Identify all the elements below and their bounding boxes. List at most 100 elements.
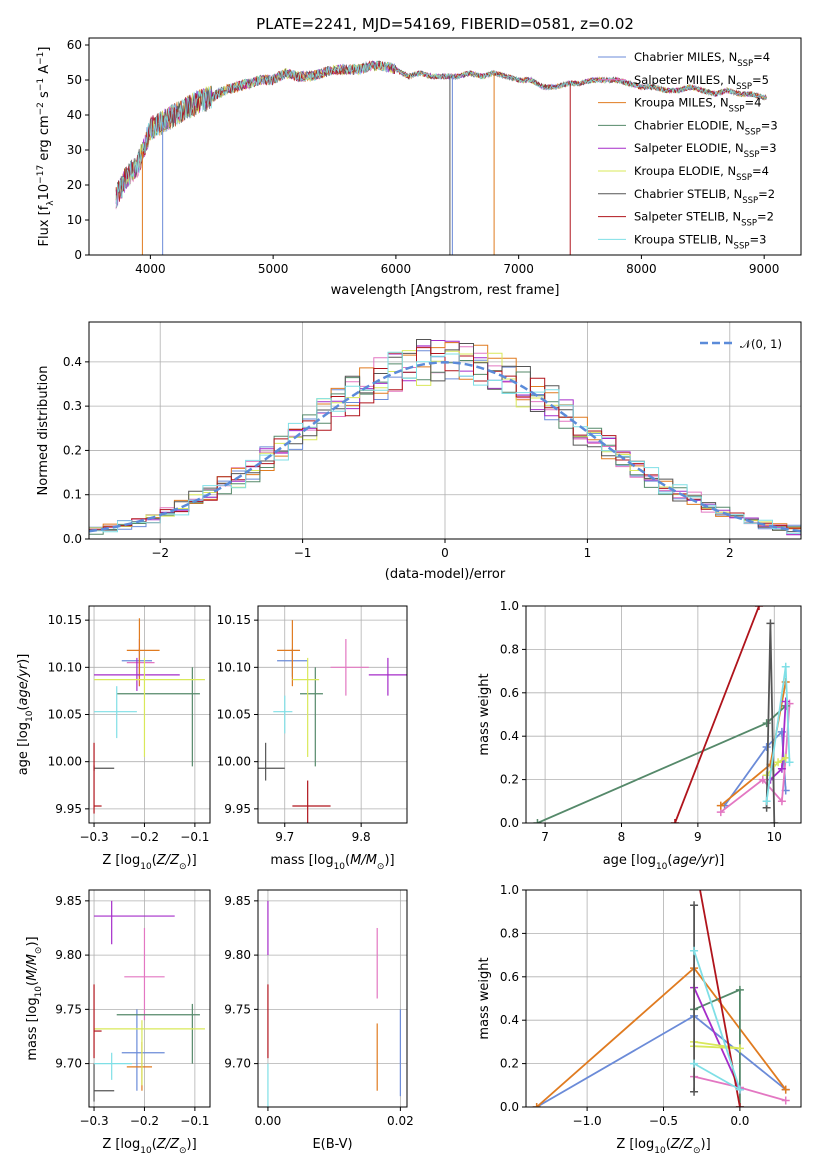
x-tick-label: −0.3 [79, 1114, 108, 1128]
y-tick-label: 10.15 [217, 613, 251, 627]
legend-label-sub: SSP [741, 219, 757, 229]
errorbar-point [94, 1020, 205, 1086]
label-part: Z/Z [670, 1137, 694, 1152]
x-tick-label: −1 [294, 546, 312, 560]
mass-weight-marker [762, 719, 771, 728]
mass-weight-line [765, 666, 791, 802]
x-tick-label: −0.3 [79, 830, 108, 844]
label-part: λ [46, 200, 56, 206]
age-vs-z-plot-area [93, 618, 205, 814]
spectrum-series-line [115, 60, 767, 208]
mass-weight-marker [533, 819, 542, 823]
label-part: ⊙ [377, 862, 385, 872]
legend-label-part: =4 [744, 96, 761, 110]
label-part: ( [152, 1137, 157, 1152]
mass-weight-marker [774, 758, 783, 767]
y-tick-label: 1.0 [500, 883, 519, 897]
residuals-plot-area [89, 339, 801, 536]
y-tick-label: 40 [67, 108, 82, 122]
chart-layer: 4000 5000 6000 7000 8000 90000102030405060wav… [16, 37, 802, 1156]
mass-weight-marker [781, 697, 790, 706]
label-part: )] [16, 654, 31, 664]
y-tick-label: 0.2 [500, 773, 519, 787]
label-part: ( [667, 853, 672, 868]
legend-label-part: =3 [749, 232, 766, 246]
mass-weight-vs-z-frame [525, 889, 802, 1108]
mass-weight-vs-age-plot-area [533, 606, 794, 823]
mass-weight-line [693, 987, 741, 1090]
legend-label-part: Salpeter ELODIE, N [634, 141, 744, 155]
errorbar-point [292, 780, 331, 823]
mass-weight-marker [690, 946, 699, 955]
y-tick-label: 0.2 [500, 1057, 519, 1071]
mass-weight-marker [754, 606, 763, 610]
mass-weight-line [693, 1041, 741, 1050]
legend-label: Kroupa ELODIE, NSSP=4 [634, 164, 769, 183]
errorbar-point [93, 1063, 115, 1102]
label-part: mass [log [25, 997, 40, 1060]
legend-label-part: =3 [761, 118, 778, 132]
legend-label-part: =3 [760, 141, 777, 155]
label-part: Z [log [102, 853, 140, 868]
y-tick-label: 50 [67, 73, 82, 87]
mass-vs-z-plot-area [93, 900, 205, 1102]
legend-label-part: =5 [752, 73, 769, 87]
mass-weight-marker [690, 1059, 699, 1068]
errorbar-point [330, 639, 369, 696]
y-tick-label: 0.8 [500, 642, 519, 656]
label-part: ( [152, 853, 157, 868]
mass-vs-z-frame [88, 889, 211, 1108]
y-tick-label: 10.05 [217, 708, 251, 722]
label-part: age/yr [16, 662, 31, 705]
label-part: ⊙ [34, 947, 44, 955]
legend-label-sub: SSP [729, 105, 745, 115]
mass-weight-marker [762, 743, 771, 752]
legend-label-part: Salpeter STELIB, N [634, 210, 741, 224]
legend-label-part: =2 [757, 210, 774, 224]
legend-label-part: Kroupa STELIB, N [634, 232, 734, 246]
y-tick-label: 9.75 [224, 1002, 251, 1016]
mass-weight-marker [716, 801, 725, 810]
mass-weight-marker [758, 775, 767, 784]
legend-label: Salpeter ELODIE, NSSP=3 [634, 141, 777, 160]
x-tick-label: −0.1 [180, 830, 209, 844]
mass-vs-ebv-frame [257, 889, 408, 1108]
errorbar-point [93, 765, 115, 772]
label-part: age [log [16, 722, 31, 775]
x-tick-label: −1.0 [573, 1114, 602, 1128]
label-part: ⊙ [179, 1146, 187, 1156]
mass-weight-marker [781, 1096, 790, 1105]
label-part: )] [187, 1137, 197, 1152]
legend-label-sub: SSP [736, 173, 752, 183]
label-part: )] [25, 936, 40, 946]
x-tick-label: 2 [726, 546, 734, 560]
legend-label-part: Chabrier STELIB, N [634, 187, 742, 201]
label-part: )] [187, 853, 197, 868]
label-part: 10 [140, 862, 152, 872]
legend-label-part: =2 [758, 187, 775, 201]
label-part: 10 [654, 1146, 666, 1156]
y-tick-label: 20 [67, 178, 82, 192]
x-tick-label: 9000 [749, 262, 780, 276]
y-tick-label: 0.0 [500, 1100, 519, 1114]
x-tick-label: 1 [584, 546, 592, 560]
label-part: 10 [656, 862, 668, 872]
residuals-x-label: (data-model)/error [385, 567, 506, 582]
age-vs-z-axes: −0.3 −0.2 −0.1 9.95 10.00 10.05 10.10 10.15 [48, 606, 210, 844]
y-tick-label: 0.6 [500, 686, 519, 700]
legend-label-part: Salpeter MILES, N [634, 73, 736, 87]
legend-label: Salpeter MILES, NSSP=5 [634, 73, 769, 92]
y-tick-label: 0.2 [63, 443, 82, 457]
errorbar-point [94, 686, 137, 739]
y-tick-label: 10.10 [217, 660, 251, 674]
y-tick-label: 9.95 [55, 802, 82, 816]
spectrum-axes: 4000 5000 6000 7000 8000 9000 0 10 20 30 40 50 60 [67, 38, 780, 276]
label-part: M/M [350, 853, 377, 868]
legend-label-sub: SSP [742, 196, 758, 206]
label-part: A [37, 65, 52, 78]
legend-label-part: Chabrier ELODIE, N [634, 118, 745, 132]
histogram-series-step [89, 340, 801, 536]
residuals-legend: 𝒩(0, 1) [700, 337, 782, 351]
mass-weight-marker [735, 1085, 744, 1094]
label-part: ( [16, 706, 31, 711]
